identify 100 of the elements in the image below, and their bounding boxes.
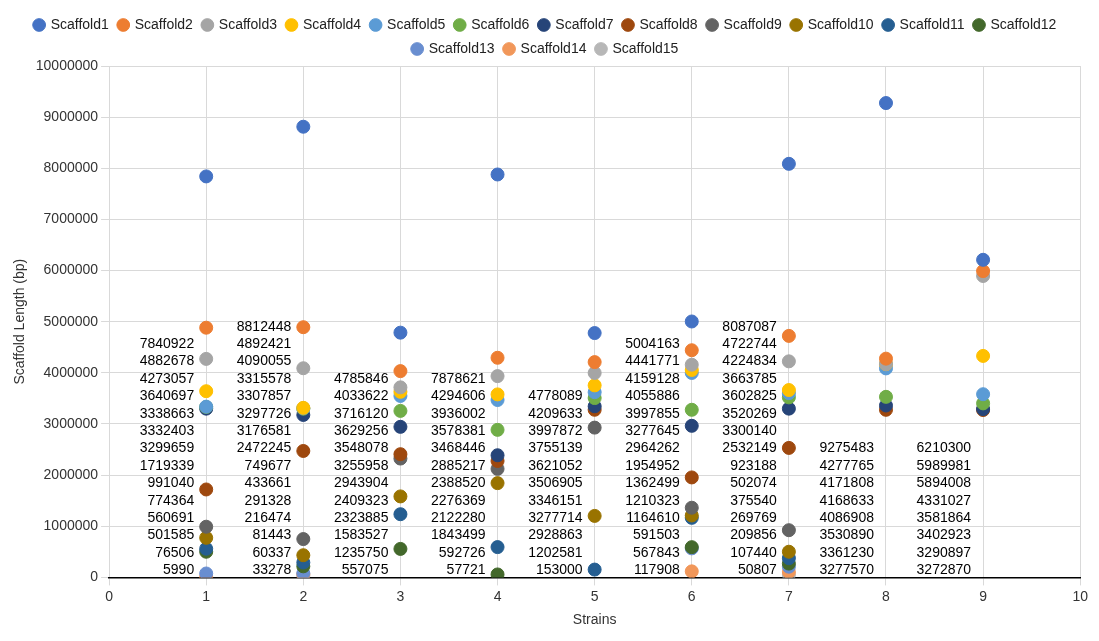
annotation: 7878621 — [431, 369, 486, 386]
annotation: 2276369 — [431, 491, 486, 508]
annotation: 2472245 — [236, 439, 292, 456]
annotation: 8812448 — [236, 317, 292, 334]
annotation: 3581864 — [916, 509, 972, 526]
legend-label: Scaffold10 — [807, 15, 874, 32]
annotation: 1210323 — [625, 491, 680, 508]
annotation: 2409323 — [333, 491, 389, 508]
annotation: 2388520 — [431, 474, 486, 491]
legend-label: Scaffold6 — [471, 15, 530, 32]
annotation: 4441771 — [625, 352, 680, 369]
legend-label: Scaffold1 — [50, 15, 109, 32]
annotation: 502074 — [730, 474, 778, 491]
annotation: 774364 — [147, 491, 195, 508]
annotation: 216474 — [244, 509, 292, 526]
annotation: 3338663 — [139, 404, 195, 421]
annotation: 2928863 — [528, 526, 583, 543]
annotation: 33278 — [252, 561, 292, 578]
x-tick-label: 2 — [299, 587, 308, 604]
annotation: 3578381 — [431, 422, 486, 439]
y-tick-label: 7000000 — [43, 210, 99, 227]
x-tick-label: 7 — [784, 587, 793, 604]
x-tick-label: 4 — [493, 587, 502, 604]
annotation: 4171808 — [819, 474, 875, 491]
annotation: 3299659 — [139, 439, 195, 456]
annotation: 1843499 — [431, 526, 486, 543]
annotation: 5004163 — [625, 335, 680, 352]
annotation: 3361230 — [819, 543, 875, 560]
annotation: 2323885 — [333, 509, 389, 526]
annotation: 3277714 — [528, 509, 583, 526]
x-tick-label: 3 — [396, 587, 405, 604]
legend-label: Scaffold14 — [520, 39, 587, 56]
annotation: 4892421 — [236, 335, 292, 352]
annotation: 3277570 — [819, 561, 875, 578]
legend-label: Scaffold11 — [899, 15, 965, 32]
x-tick-label: 0 — [105, 587, 114, 604]
y-axis-title: Scaffold Length (bp) — [11, 258, 28, 385]
annotation: 1583527 — [333, 526, 389, 543]
annotation: 4090055 — [236, 352, 292, 369]
y-tick-label: 2000000 — [43, 465, 99, 482]
legend-label: Scaffold4 — [302, 15, 362, 32]
legend-label: Scaffold12 — [990, 15, 1057, 32]
y-tick-label: 6000000 — [43, 261, 99, 278]
annotation: 4273057 — [139, 369, 195, 386]
annotation: 991040 — [147, 474, 195, 491]
annotation: 3997855 — [625, 404, 680, 421]
legend-label: Scaffold3 — [218, 15, 278, 32]
annotation: 291328 — [244, 491, 292, 508]
annotation: 4294606 — [431, 387, 486, 404]
annotation: 3468446 — [431, 439, 486, 456]
annotation: 2943904 — [333, 474, 389, 491]
annotation: 7840922 — [139, 335, 195, 352]
annotation: 4785846 — [333, 369, 389, 386]
annotation: 567843 — [633, 543, 680, 560]
annotation: 5894008 — [916, 474, 972, 491]
annotation: 1235750 — [333, 543, 389, 560]
annotation: 3297726 — [236, 404, 292, 421]
y-tick-label: 3000000 — [43, 414, 99, 431]
annotation: 375540 — [730, 491, 778, 508]
legend-label: Scaffold9 — [723, 15, 782, 32]
annotation: 592726 — [438, 543, 486, 560]
annotation: 81443 — [252, 526, 292, 543]
annotation: 923188 — [730, 456, 778, 473]
annotation: 501585 — [147, 526, 195, 543]
annotation: 3936002 — [431, 404, 486, 421]
annotation: 5990 — [163, 561, 195, 578]
annotation: 2532149 — [722, 439, 778, 456]
legend-label: Scaffold15 — [612, 39, 679, 56]
annotation: 3530890 — [819, 526, 875, 543]
legend-label: Scaffold13 — [428, 39, 495, 56]
annotation: 3548078 — [333, 439, 389, 456]
x-axis-title: Strains — [572, 611, 617, 628]
x-tick-label: 8 — [882, 587, 891, 604]
legend-label: Scaffold5 — [387, 15, 446, 32]
annotation: 1164610 — [626, 509, 680, 526]
annotation: 1719339 — [139, 456, 195, 473]
annotation: 2122280 — [431, 509, 486, 526]
annotation: 4159128 — [625, 369, 680, 386]
annotation: 3346151 — [528, 491, 583, 508]
annotation: 107440 — [730, 543, 778, 560]
annotation: 9275483 — [819, 439, 875, 456]
annotation: 3640697 — [139, 387, 195, 404]
annotation: 591503 — [633, 526, 680, 543]
x-tick-label: 5 — [590, 587, 599, 604]
annotation: 4209633 — [528, 404, 583, 421]
annotation: 3997872 — [528, 422, 583, 439]
annotation: 3621052 — [528, 456, 583, 473]
annotation: 560691 — [147, 509, 195, 526]
annotation: 3290897 — [916, 543, 972, 560]
annotation: 3277645 — [625, 422, 680, 439]
legend-label: Scaffold2 — [134, 15, 194, 32]
annotation: 50807 — [737, 561, 778, 578]
annotation: 3602825 — [722, 387, 778, 404]
annotation: 2964262 — [625, 439, 680, 456]
y-tick-label: 5000000 — [43, 312, 99, 329]
annotation: 433661 — [244, 474, 292, 491]
y-tick-label: 4000000 — [43, 363, 99, 380]
annotation: 3755139 — [528, 439, 583, 456]
annotation: 3272870 — [916, 561, 972, 578]
x-tick-label: 1 — [202, 587, 211, 604]
